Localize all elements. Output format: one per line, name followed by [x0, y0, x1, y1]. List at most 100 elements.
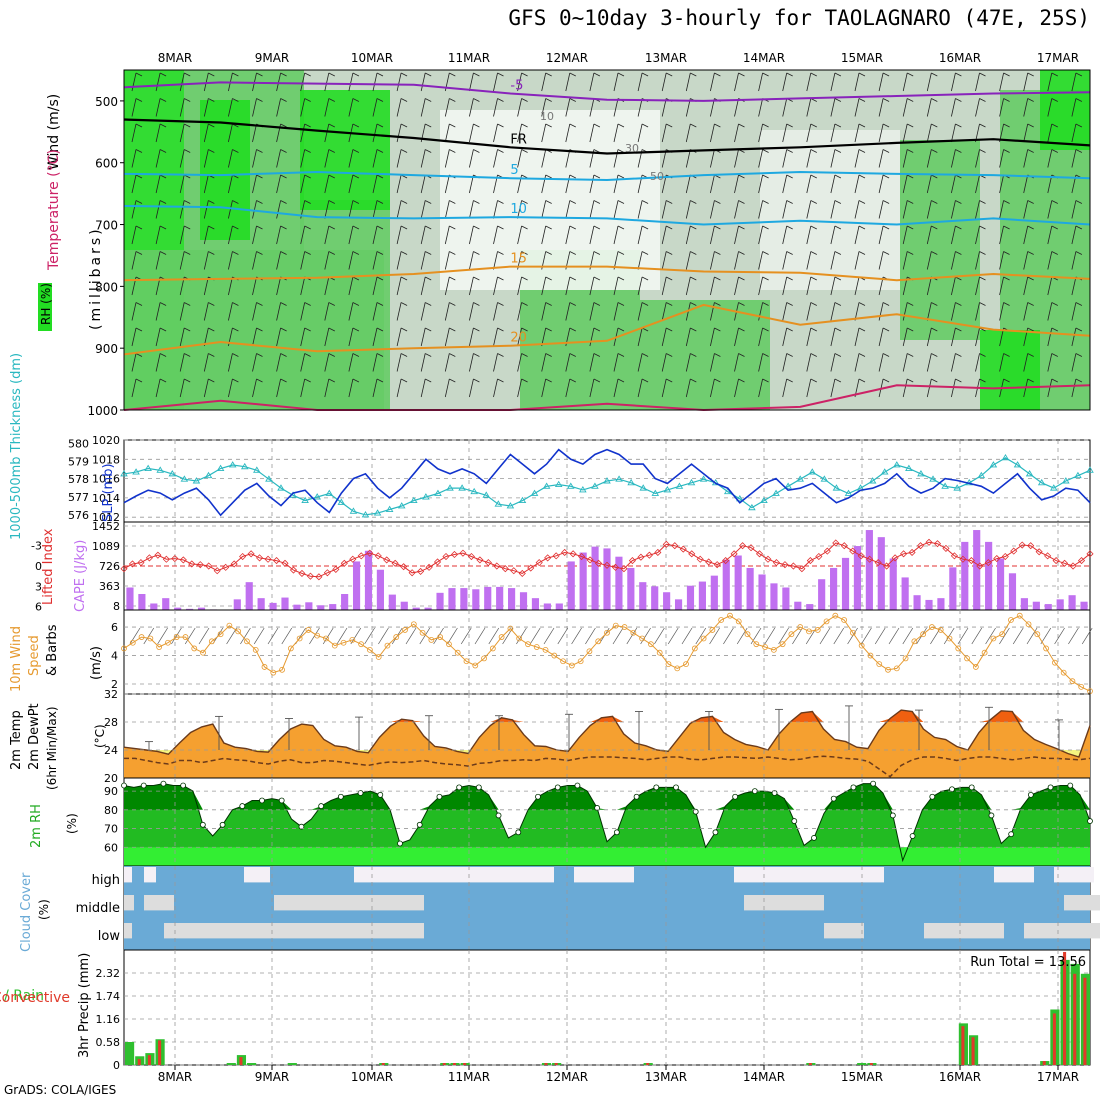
thickness-point [506, 502, 515, 509]
cape-bar [412, 607, 420, 610]
cape-bar [281, 597, 289, 610]
wind-speed-point [489, 645, 496, 652]
wind-barb [203, 123, 209, 143]
wind-barb-flag [931, 72, 938, 77]
wind-speed-point [586, 648, 593, 655]
wind-barb [469, 72, 474, 92]
wind-barb [709, 627, 720, 645]
wind-barb-flag [834, 251, 842, 255]
wind-speed-point [428, 636, 435, 643]
wind-barb [300, 276, 306, 296]
wind-speed-point [472, 662, 479, 669]
wind-barb [734, 174, 739, 194]
wind-barb [252, 327, 257, 347]
cape-bar [603, 548, 611, 610]
wind-barb [469, 276, 474, 296]
lifted-index-point [730, 550, 738, 558]
wind-barb [685, 149, 691, 168]
wind-barb-flag [738, 302, 745, 306]
lifted-index-point [383, 556, 391, 564]
wind-barb-flag [256, 225, 263, 230]
wind-barb [565, 378, 571, 398]
wind-barb-flag [400, 200, 408, 204]
lifted-index-point [1035, 548, 1043, 556]
wind-barb-flag [1027, 353, 1034, 357]
wind-barb [1071, 353, 1077, 372]
rh-point [929, 793, 936, 800]
wind-barb-flag [762, 149, 769, 153]
wind-barb-flag [569, 174, 576, 179]
wind-barb [878, 353, 884, 372]
wind-barb [300, 149, 306, 168]
lifted-index-point [705, 558, 713, 566]
wind-barb [637, 378, 643, 398]
wind-barb [902, 353, 908, 372]
wind-barb-flag [473, 251, 480, 255]
wind-barb [203, 353, 209, 372]
wind-barb-flag [449, 72, 456, 77]
cape-bar [376, 569, 384, 610]
wind-barb-flag [135, 225, 143, 230]
wind-barb-flag [979, 378, 986, 383]
wind-barb-flag [400, 123, 408, 128]
wind-barb [420, 72, 426, 92]
wind-barb [589, 276, 595, 296]
wind-barb-flag [1075, 72, 1083, 77]
wind-barb-flag [376, 98, 384, 102]
wind-barb-flag [641, 200, 649, 204]
wind-barb [517, 225, 522, 245]
wind-barb [336, 627, 348, 645]
wind-barb [971, 627, 983, 645]
wind-barb-flag [521, 276, 528, 281]
wind-barb-flag [208, 378, 215, 383]
wind-barb-flag [304, 98, 311, 102]
wind-barb-flag [714, 123, 721, 128]
wind-barb [854, 72, 860, 92]
lifted-index-point [764, 555, 772, 563]
wind-barb [902, 174, 908, 194]
wind-barb-flag [473, 327, 480, 332]
wind-axis-label-3: & Barbs [45, 624, 60, 676]
cape-bar [543, 603, 551, 610]
wind-barb [734, 251, 739, 270]
cape-bar [448, 588, 456, 610]
wind-barb [493, 225, 498, 245]
wind-barb-flag [449, 200, 456, 204]
wind-speed-point [393, 634, 400, 640]
wind-barb [878, 302, 884, 321]
wind-barb-flag [738, 200, 745, 204]
wind-barb [488, 627, 500, 645]
wind-barb [782, 251, 788, 270]
slp-axis-label: SLP (mb) [101, 463, 116, 522]
wind-barb-flag [738, 378, 745, 383]
wind-barb [276, 225, 281, 245]
wind-barb [541, 276, 547, 296]
wind-barb [372, 149, 378, 168]
wind-barb [1071, 200, 1077, 219]
wind-barb-flag [352, 225, 360, 230]
wind-barb [710, 327, 715, 347]
wind-barb [324, 276, 330, 296]
wind-barb [541, 378, 547, 398]
thickness-point [530, 489, 539, 496]
wind-barb [228, 276, 233, 296]
wind-barb [710, 72, 715, 92]
wind-barb [276, 72, 281, 92]
wind-barb [179, 378, 185, 398]
wind-barb [252, 302, 257, 321]
wind-barb-flag [1027, 378, 1034, 383]
thickness-point [168, 469, 177, 477]
wind-barb [764, 627, 776, 645]
wind-barb [806, 98, 812, 117]
cloud-gap [274, 895, 424, 911]
wind-barb [493, 123, 498, 143]
wind-barb-flag [328, 302, 335, 306]
cape-bar [686, 585, 695, 610]
temperature-line [123, 709, 1091, 758]
rh-point [1008, 831, 1015, 838]
wind-barb [806, 327, 812, 347]
cape-bar [436, 592, 444, 610]
wind-barb [589, 225, 595, 245]
wind-barb [348, 72, 354, 92]
wind-barb-flag [159, 225, 167, 230]
